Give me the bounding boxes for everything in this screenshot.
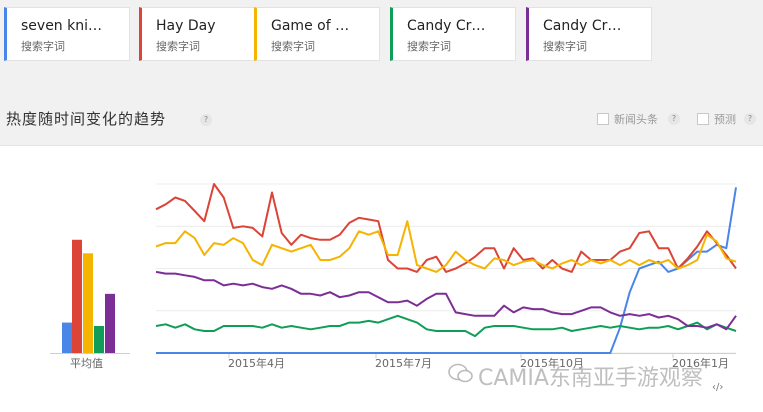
- average-label: 平均值: [70, 357, 103, 370]
- trend-chart: [50, 183, 737, 358]
- search-term-card[interactable]: Candy Cr… 搜索字词: [526, 7, 652, 61]
- search-term-label: Hay Day: [156, 18, 216, 34]
- search-term-label: seven kni…: [21, 18, 102, 34]
- search-term-sublabel: 搜索字词: [271, 40, 315, 53]
- average-bar: [83, 253, 93, 353]
- news-headlines-checkbox[interactable]: [597, 113, 609, 125]
- help-icon[interactable]: ?: [200, 114, 212, 126]
- search-term-card[interactable]: seven kni… 搜索字词: [4, 7, 130, 61]
- x-tick-label: 2015年10月: [520, 357, 584, 370]
- search-term-sublabel: 搜索字词: [156, 40, 200, 53]
- series-line: [155, 270, 737, 331]
- x-tick-label: 2015年7月: [375, 357, 432, 370]
- average-bar: [94, 325, 104, 353]
- series-line: [156, 187, 737, 354]
- news-headlines-label: 新闻头条: [614, 113, 658, 126]
- wechat-icon: [448, 363, 473, 383]
- search-term-card[interactable]: Hay Day 搜索字词: [139, 7, 265, 61]
- section-title: 热度随时间变化的趋势: [6, 110, 167, 128]
- search-term-sublabel: 搜索字词: [543, 40, 587, 53]
- series-line: [155, 183, 737, 273]
- watermark-text: CAMIA东南亚手游观察: [478, 366, 703, 391]
- search-term-card[interactable]: Candy Cr… 搜索字词: [390, 7, 516, 61]
- search-term-sublabel: 搜索字词: [407, 40, 451, 53]
- forecast-label: 预测: [714, 113, 736, 126]
- search-term-label: Candy Cr…: [543, 18, 622, 34]
- forecast-help-icon[interactable]: ?: [744, 113, 756, 125]
- search-term-label: Game of …: [271, 18, 350, 34]
- average-bar: [105, 293, 115, 353]
- embed-code-icon[interactable]: ‹/›: [712, 382, 724, 393]
- chart-panel: 平均值 2015年4月 2015年7月 2015年10月 2016年1月 ‹/›: [0, 145, 763, 412]
- series-line: [155, 314, 737, 338]
- search-term-label: Candy Cr…: [407, 18, 486, 34]
- x-tick-label: 2015年4月: [228, 357, 285, 370]
- search-term-card[interactable]: Game of … 搜索字词: [254, 7, 380, 61]
- x-tick-label: 2016年1月: [672, 357, 729, 370]
- news-help-icon[interactable]: ?: [668, 113, 680, 125]
- search-terms-bar: seven kni… 搜索字词 Hay Day 搜索字词 Game of … 搜索字词 Ca…: [0, 7, 763, 63]
- average-bar: [62, 322, 72, 353]
- average-bar: [72, 239, 82, 353]
- series-line: [155, 220, 737, 273]
- forecast-checkbox[interactable]: [697, 113, 709, 125]
- search-term-sublabel: 搜索字词: [21, 40, 65, 53]
